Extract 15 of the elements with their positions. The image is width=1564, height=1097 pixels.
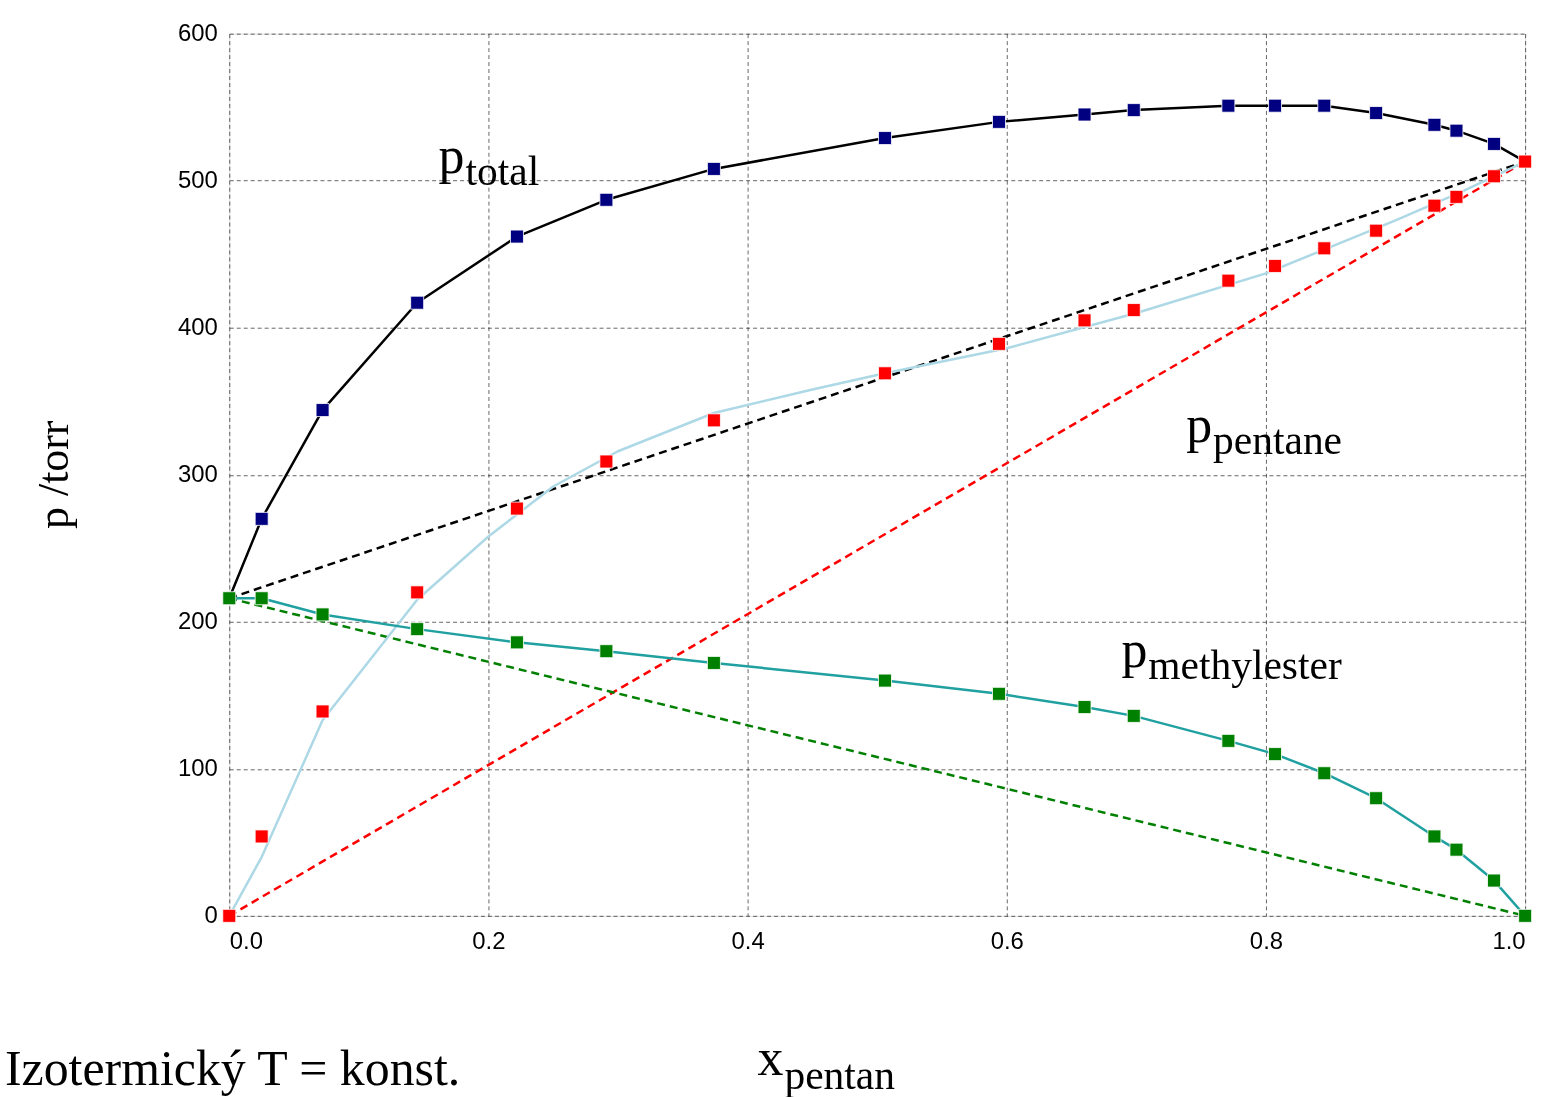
text: Izotermický T = konst. bbox=[4, 1041, 461, 1097]
y-tick-label: 400 bbox=[177, 313, 218, 341]
y-tick-label: 600 bbox=[177, 19, 218, 47]
y-tick-label: 200 bbox=[177, 607, 218, 635]
y-tick-label: 500 bbox=[177, 166, 218, 194]
y-tick-label: 300 bbox=[177, 460, 218, 488]
x-tick-label: 0.8 bbox=[1249, 927, 1284, 955]
y-tick-label: 0 bbox=[204, 901, 218, 929]
x-tick-label: 1.0 bbox=[1492, 927, 1526, 955]
x-tick-label: 0.4 bbox=[731, 927, 765, 955]
x-tick-label: 0.6 bbox=[990, 927, 1024, 955]
y-tick-label: 100 bbox=[177, 754, 218, 782]
y-axis-title: p /torr bbox=[28, 420, 77, 529]
x-tick-label: 0.2 bbox=[472, 927, 506, 955]
x-tick-label: 0.0 bbox=[229, 927, 263, 955]
